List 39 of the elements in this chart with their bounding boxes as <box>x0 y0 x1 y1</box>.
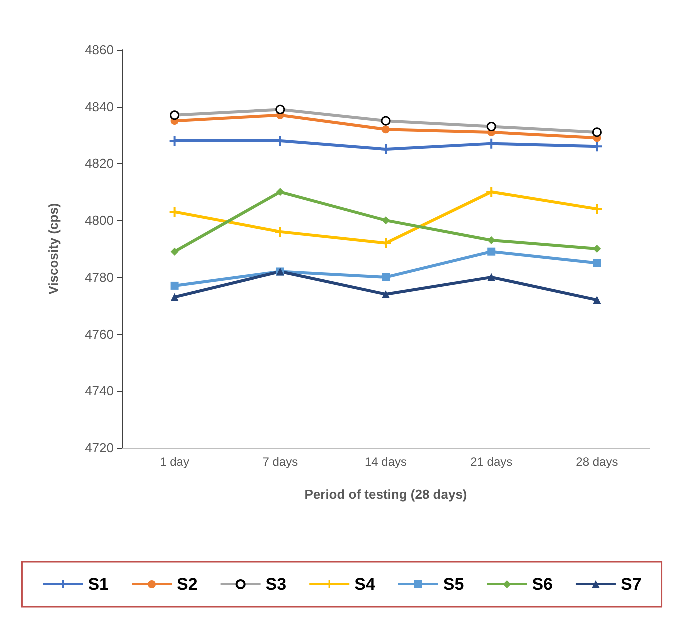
point <box>170 248 179 256</box>
point <box>170 207 180 218</box>
point <box>381 238 391 248</box>
y-tick-label: 4780 <box>85 270 114 285</box>
point <box>488 248 496 256</box>
point <box>382 290 390 298</box>
legend-label: S7 <box>620 575 642 594</box>
point <box>486 187 497 198</box>
x-tick-label: 28 days <box>576 455 618 469</box>
point <box>170 282 179 290</box>
y-tick-label: 4840 <box>85 99 114 114</box>
point <box>382 273 390 282</box>
x-tick-label: 21 days <box>470 455 513 469</box>
legend-label: S3 <box>266 575 287 594</box>
y-tick-label: 4740 <box>85 384 114 399</box>
y-tick-label: 4800 <box>85 213 114 228</box>
legend-label: S4 <box>354 575 376 594</box>
x-tick-label: 7 days <box>262 455 298 469</box>
legend-label: S2 <box>177 575 198 594</box>
y-tick-label: 4720 <box>85 440 114 456</box>
x-tick-label: 14 days <box>364 455 408 469</box>
point <box>488 273 496 282</box>
y-axis-title: Viscosity (cps) <box>46 203 61 295</box>
y-tick-label: 4860 <box>85 42 114 58</box>
point <box>170 293 179 302</box>
x-axis-title: Period of testing (28 days) <box>304 487 468 502</box>
x-tick-label: 1 day <box>160 455 190 469</box>
point <box>382 126 390 134</box>
point <box>276 188 284 196</box>
legend-label: S1 <box>88 575 110 594</box>
point <box>592 204 602 214</box>
point <box>593 259 602 268</box>
point <box>593 296 602 304</box>
legend-label: S5 <box>443 575 464 594</box>
y-tick-label: 4760 <box>85 326 114 342</box>
point <box>593 245 602 253</box>
y-tick-label: 4820 <box>85 156 114 172</box>
point <box>382 216 390 225</box>
legend-label: S6 <box>532 575 553 594</box>
